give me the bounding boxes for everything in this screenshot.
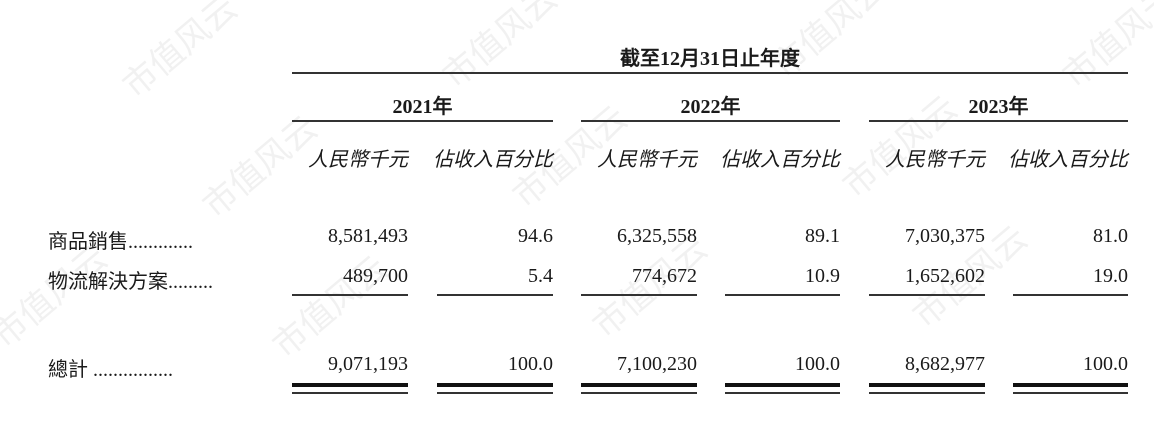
table-cell: 489,700	[343, 265, 408, 287]
table-cell: 1,652,602	[905, 265, 985, 287]
year-header-2022: 2022年	[680, 96, 741, 118]
table-cell: 81.0	[1093, 225, 1128, 247]
table-cell: 10.9	[805, 265, 840, 287]
total-double-line	[869, 392, 985, 394]
table-cell: 6,325,558	[617, 225, 697, 247]
table-cell: 8,581,493	[328, 225, 408, 247]
row-label: 商品銷售.............	[48, 231, 193, 253]
total-cell: 9,071,193	[328, 353, 408, 375]
subtotal-line	[437, 294, 553, 296]
subheader-rmb: 人民幣千元	[885, 149, 985, 171]
subheader-pct: 佔收入百分比	[433, 149, 553, 171]
total-cell: 7,100,230	[617, 353, 697, 375]
total-double-line	[1013, 392, 1128, 394]
table-cell: 94.6	[518, 225, 553, 247]
divider	[292, 72, 1128, 74]
total-double-line	[725, 383, 840, 387]
period-header: 截至12月31日止年度	[620, 48, 800, 70]
total-cell: 100.0	[508, 353, 553, 375]
divider	[581, 120, 840, 122]
total-label: 總計 ................	[48, 359, 173, 381]
subtotal-line	[725, 294, 840, 296]
total-double-line	[292, 392, 408, 394]
total-double-line	[292, 383, 408, 387]
subheader-pct: 佔收入百分比	[1008, 149, 1128, 171]
total-cell: 100.0	[795, 353, 840, 375]
total-double-line	[437, 383, 553, 387]
total-double-line	[1013, 383, 1128, 387]
divider	[869, 120, 1128, 122]
row-label: 物流解決方案.........	[48, 271, 213, 293]
subtotal-line	[869, 294, 985, 296]
subtotal-line	[581, 294, 697, 296]
total-cell: 100.0	[1083, 353, 1128, 375]
subtotal-line	[292, 294, 408, 296]
table-cell: 7,030,375	[905, 225, 985, 247]
table-cell: 5.4	[528, 265, 553, 287]
total-double-line	[869, 383, 985, 387]
subtotal-line	[1013, 294, 1128, 296]
subheader-rmb: 人民幣千元	[597, 149, 697, 171]
table-cell: 19.0	[1093, 265, 1128, 287]
total-double-line	[437, 392, 553, 394]
watermark: 市值风云	[265, 248, 396, 367]
table-cell: 89.1	[805, 225, 840, 247]
total-double-line	[581, 392, 697, 394]
subheader-pct: 佔收入百分比	[720, 149, 840, 171]
total-double-line	[725, 392, 840, 394]
year-header-2023: 2023年	[968, 96, 1029, 118]
table-cell: 774,672	[632, 265, 697, 287]
divider	[292, 120, 553, 122]
year-header-2021: 2021年	[392, 96, 453, 118]
total-cell: 8,682,977	[905, 353, 985, 375]
watermark: 市值风云	[115, 0, 246, 107]
total-double-line	[581, 383, 697, 387]
subheader-rmb: 人民幣千元	[308, 149, 408, 171]
